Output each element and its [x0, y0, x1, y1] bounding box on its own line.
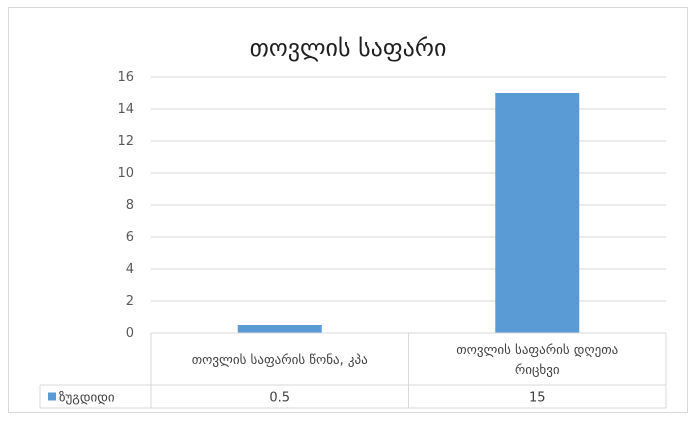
y-tick-label: 0: [126, 326, 134, 341]
category-label: რიცხვი: [515, 363, 560, 378]
data-table-value: 0.5: [269, 391, 290, 406]
y-tick-label: 16: [117, 70, 134, 85]
bar: [237, 325, 322, 333]
bars: [237, 93, 580, 333]
y-tick-label: 2: [126, 294, 134, 309]
y-tick-label: 6: [126, 230, 134, 245]
legend-key: [48, 392, 56, 401]
y-tick-label: 4: [126, 262, 134, 277]
category-label: თოვლის საფარის დღეთა: [456, 343, 618, 358]
y-axis-ticks: 0 2 4 6 8 10 12 14 16: [117, 70, 134, 341]
y-tick-label: 8: [126, 198, 134, 213]
y-tick-label: 14: [117, 102, 134, 117]
bar: [495, 93, 580, 333]
data-table-value: 15: [529, 391, 546, 406]
y-tick-label: 12: [117, 134, 134, 149]
chart-title: თოვლის საფარი: [250, 34, 447, 62]
y-tick-label: 10: [117, 166, 134, 181]
legend-label: ზუგდიდი: [59, 391, 115, 406]
category-label: თოვლის საფარის წონა, კპა: [192, 353, 368, 368]
gridlines: [151, 76, 666, 334]
data-table: თოვლის საფარის წონა, კპა თოვლის საფარის დ…: [39, 332, 667, 409]
